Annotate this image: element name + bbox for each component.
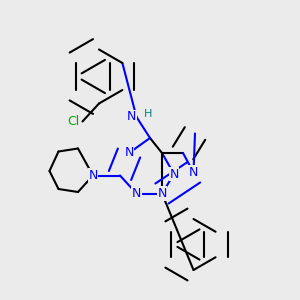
Text: N: N [88,169,98,182]
Text: N: N [124,146,134,160]
Text: N: N [157,187,167,200]
Text: N: N [189,166,198,179]
Text: Cl: Cl [67,115,80,128]
Text: N: N [132,187,141,200]
Text: N: N [169,167,179,181]
Text: N: N [127,110,136,124]
Text: H: H [144,109,152,119]
